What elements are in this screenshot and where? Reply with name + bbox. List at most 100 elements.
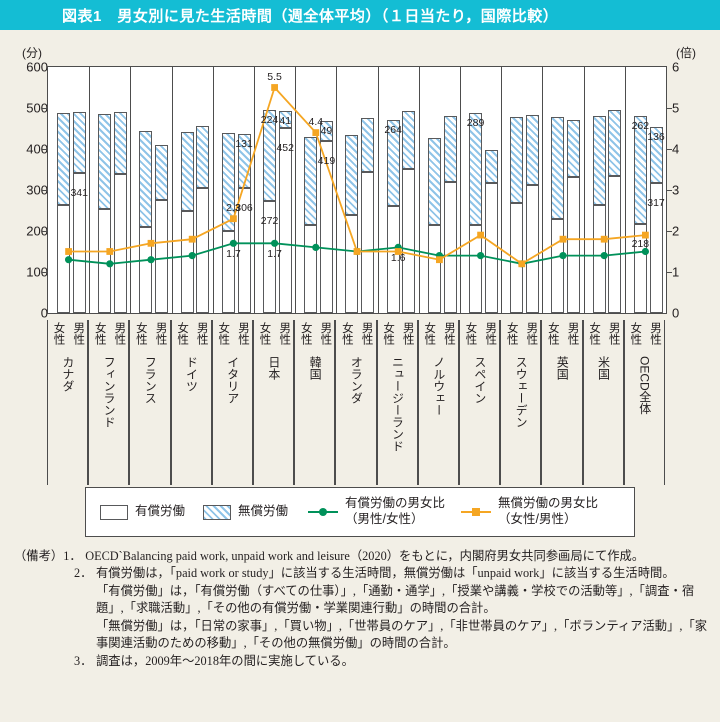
legend-label-unpaid-ratio-1: 無償労働の男女比 [498, 496, 599, 511]
data-label-unpaid: 136 [647, 131, 665, 144]
bar-group [501, 67, 542, 313]
x-label-female: 女性 [134, 322, 147, 345]
bar-segment-unpaid [427, 137, 441, 225]
y-axis-tick-right: 5 [672, 100, 680, 116]
unpaid-ratio-marker [230, 215, 237, 223]
y-axis-tick-left: 300 [26, 182, 48, 198]
data-label-unpaid: 49 [320, 125, 333, 138]
y-axis-tick-left: 100 [26, 264, 48, 280]
chart-plot-area: 600 500 400 300 200 100 0 6 5 4 3 2 1 0 341 306 131 2.3 1… [0, 59, 720, 321]
y-axis-tick-left: 600 [26, 59, 48, 75]
data-label-paid: 452 [276, 141, 294, 154]
x-label-female: 女性 [217, 322, 230, 345]
page-title: 図表1 男女別に見た生活時間（週全体平均）（１日当たり，国際比較） [62, 7, 559, 25]
x-label-group: 女性 男性 カナダ [47, 320, 89, 485]
note-3: 3． 調査は，2009年～2018年の間に実施している。 [14, 653, 714, 670]
paid-ratio-marker [188, 252, 196, 260]
bar-segment-unpaid [402, 110, 416, 169]
bar-segment-unpaid [649, 127, 663, 184]
data-label-unpaid-ratio: 5.5 [267, 70, 282, 83]
data-label-unpaid: 224 [260, 113, 279, 126]
x-label-country: 韓国 [295, 356, 334, 380]
x-label-country: イタリア [213, 356, 252, 404]
x-label-female: 女性 [382, 322, 395, 345]
tick-mark [667, 108, 672, 109]
group-separator [171, 67, 173, 313]
x-label-country-text: スウェーデン [514, 356, 529, 428]
bar-segment-paid [237, 187, 251, 313]
bar-segment-paid [525, 184, 539, 313]
x-label-group: 女性 男性 英国 [541, 320, 583, 485]
bar-segment-unpaid [484, 149, 498, 184]
tick-mark [42, 149, 47, 150]
group-separator [130, 67, 132, 313]
y-axis-tick-right: 2 [672, 223, 680, 239]
y-axis-tick-left: 200 [26, 223, 48, 239]
orange-line-marker-icon [461, 505, 492, 519]
x-label-group: 女性 男性 米国 [582, 320, 624, 485]
x-label-male: 男性 [360, 322, 373, 345]
bar-segment-paid [469, 225, 483, 313]
x-label-male: 男性 [566, 322, 579, 345]
bar-segment-paid [427, 224, 441, 313]
unpaid-ratio-marker [188, 235, 196, 243]
x-label-group: 女性 男性 フィンランド [88, 320, 130, 485]
bar-segment-paid [567, 176, 581, 313]
x-label-country: ニュージーランド [378, 356, 417, 452]
paid-ratio-marker [229, 239, 237, 247]
x-label-group: 女性 男性 ニュージーランド [376, 320, 418, 485]
bar-segment-paid [361, 171, 375, 313]
group-separator [542, 67, 544, 313]
bar-segment-unpaid [361, 117, 375, 172]
bar-segment-unpaid [57, 112, 71, 205]
x-label-country-text: 英国 [555, 356, 570, 380]
bar-segment-paid [510, 202, 524, 313]
bar-group [48, 67, 89, 313]
bar-segment-paid [551, 219, 565, 313]
legend-label-unpaid: 無償労働 [238, 504, 289, 519]
bar-segment-unpaid [72, 111, 86, 174]
y-axis-tick-right: 1 [672, 264, 680, 280]
group-separator [583, 67, 585, 313]
tick-mark [42, 231, 47, 232]
x-label-country: スペイン [460, 356, 499, 404]
figure-title-bar: 図表1 男女別に見た生活時間（週全体平均）（１日当たり，国際比較） [0, 0, 720, 30]
data-label-unpaid-ratio: 2.3 [226, 201, 241, 214]
bar-segment-paid [304, 224, 318, 313]
x-label-male: 男性 [607, 322, 620, 345]
x-label-female: 女性 [258, 322, 271, 345]
unpaid-ratio-marker [394, 248, 402, 255]
x-label-country-text: ニュージーランド [390, 356, 405, 452]
y-axis-tick-right: 4 [672, 141, 680, 157]
unpaid-ratio-marker [436, 256, 443, 264]
x-label-group: 女性 男性 イタリア [211, 320, 253, 485]
note-1-number: 1． [63, 549, 82, 563]
paid-ratio-marker [271, 239, 279, 247]
bar-segment-paid [319, 141, 333, 313]
x-label-male: 男性 [72, 322, 85, 345]
chart-legend: 有償労働 無償労働 有償労働の男女比 （男性/女性） 無償労働の男女比 （女性/… [85, 487, 635, 537]
x-label-male: 男性 [525, 322, 538, 345]
x-label-country: OECD全体 [625, 356, 664, 415]
tick-mark [42, 108, 47, 109]
x-label-country-text: オランダ [349, 356, 364, 404]
x-label-country: 米国 [584, 356, 623, 380]
bar-segment-unpaid [155, 144, 169, 200]
note-2-number: 2． [74, 566, 93, 581]
bar-group [336, 67, 377, 313]
note-2-text-b: 「有償労働」は，「有償労働（すべての仕事）」,「通勤・通学」,「授業や講義・学校… [96, 583, 695, 616]
data-label-paid: 218 [631, 237, 650, 250]
legend-label-unpaid-ratio-2: （女性/男性） [498, 512, 577, 526]
group-separator [254, 67, 255, 313]
x-label-female: 女性 [93, 322, 106, 345]
x-label-country: カナダ [48, 356, 87, 392]
unpaid-ratio-marker [353, 248, 361, 255]
bar-segment-paid [345, 215, 359, 313]
x-label-country-text: フランス [143, 356, 158, 404]
unpaid-ratio-marker [106, 248, 114, 255]
bar-segment-unpaid [510, 116, 524, 203]
note-1-text: OECD`Balancing paid work, unpaid work an… [85, 549, 645, 563]
bar-segment-unpaid [386, 119, 400, 206]
bar-segment-unpaid [443, 116, 457, 182]
legend-label-paid-ratio-1: 有償労働の男女比 [345, 496, 446, 511]
